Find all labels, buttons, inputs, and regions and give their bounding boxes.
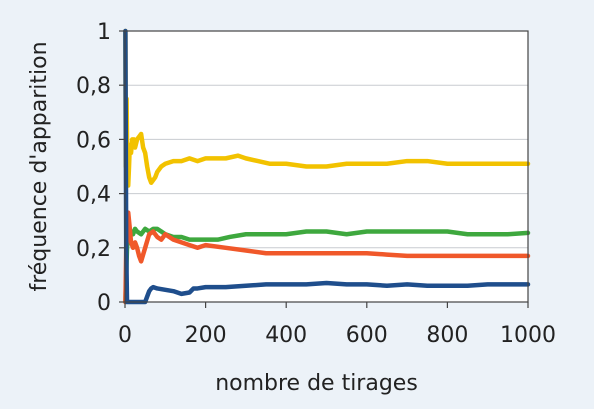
series-line-1 <box>123 226 531 305</box>
plot-frame <box>124 30 529 303</box>
x-tick-label: 0 <box>118 323 132 348</box>
y-tick-label: 0 <box>97 291 111 316</box>
x-axis-title: nombre de tirages <box>215 371 418 396</box>
x-tick-label: 1000 <box>500 323 556 348</box>
y-tick-label: 0,2 <box>76 237 111 262</box>
y-tick-label: 0,4 <box>76 183 111 208</box>
series-line-2 <box>123 210 531 305</box>
y-tick-label: 1 <box>97 20 111 45</box>
x-tick-label: 800 <box>426 323 468 348</box>
y-tick-label: 0,6 <box>76 128 111 153</box>
y-axis-ticks: 0 0,2 0,4 0,6 0,8 1 <box>76 20 125 316</box>
x-tick-label: 400 <box>265 323 307 348</box>
y-axis-title: fréquence d'apparition <box>27 41 52 291</box>
y-tick-label: 0,8 <box>76 74 111 99</box>
x-tick-label: 200 <box>185 323 227 348</box>
series-line-0 <box>123 28 531 188</box>
x-tick-label: 600 <box>346 323 388 348</box>
x-axis-ticks: 0 200 400 600 800 1000 <box>118 302 556 348</box>
